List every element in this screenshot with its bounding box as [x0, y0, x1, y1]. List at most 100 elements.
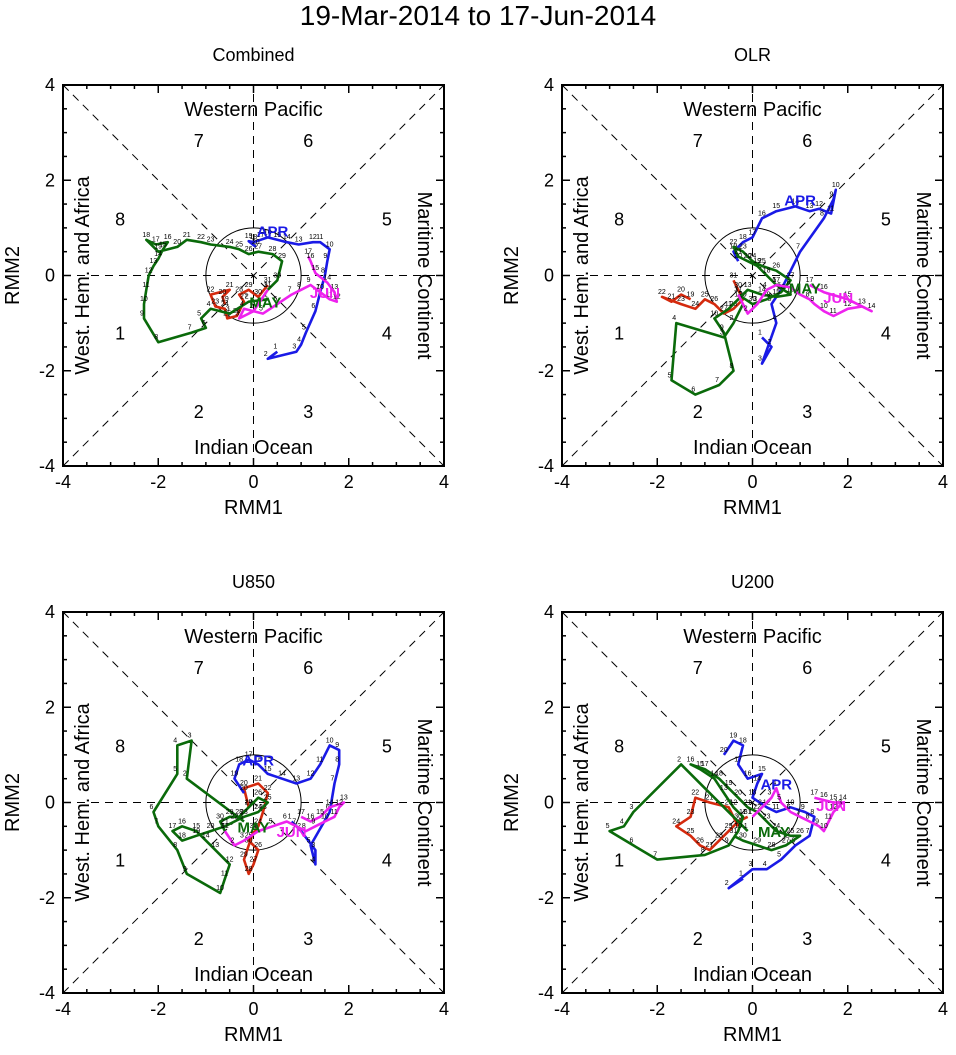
- day-label: 16: [744, 771, 752, 778]
- day-label: 16: [820, 792, 828, 799]
- day-label: 12: [226, 856, 234, 863]
- day-label: 4: [772, 780, 776, 787]
- day-label: 12: [815, 201, 823, 208]
- day-label: 5: [772, 277, 776, 284]
- day-label: 29: [245, 282, 253, 289]
- day-label: 1: [273, 344, 277, 351]
- y-axis-title: RMM2: [501, 773, 523, 832]
- day-label: 5: [173, 766, 177, 773]
- x-tick-label: 0: [747, 999, 757, 1019]
- region-label-right: Maritime Continent: [413, 192, 435, 360]
- day-label: 22: [658, 289, 666, 296]
- day-label: 11: [316, 756, 323, 763]
- day-label: 8: [810, 809, 814, 816]
- y-tick-label: 4: [544, 602, 554, 622]
- day-label: 15: [273, 232, 281, 239]
- day-label: 17: [169, 823, 177, 830]
- day-label: 16: [307, 253, 315, 260]
- day-label: 16: [307, 814, 315, 821]
- y-tick-label: -4: [39, 456, 55, 476]
- day-label: 31: [264, 277, 272, 284]
- day-label: 7: [806, 828, 810, 835]
- day-label: 4: [620, 818, 624, 825]
- day-label: 6: [149, 804, 153, 811]
- day-label: 11: [829, 308, 836, 315]
- phase-number: 6: [303, 658, 313, 678]
- day-label: 3: [188, 733, 192, 740]
- day-label: 15: [772, 289, 780, 296]
- day-label: 2: [245, 294, 249, 301]
- day-label: 5: [197, 310, 201, 317]
- x-axis-title: RMM1: [224, 497, 283, 519]
- phase-number: 3: [802, 402, 812, 422]
- day-label: 3: [629, 804, 633, 811]
- day-label: 3: [758, 356, 762, 363]
- day-label: 18: [142, 232, 150, 239]
- day-label: 10: [734, 823, 742, 830]
- day-label: 19: [725, 780, 733, 787]
- month-label-apr: APR: [784, 192, 816, 209]
- day-label: 13: [211, 842, 219, 849]
- day-label: 13: [330, 284, 338, 291]
- phase-number: 2: [693, 929, 703, 949]
- day-label: 4: [772, 315, 776, 322]
- day-label: 31: [729, 828, 737, 835]
- day-label: 4: [173, 737, 177, 744]
- day-label: 20: [734, 790, 742, 797]
- y-tick-label: 0: [45, 793, 55, 813]
- region-label-left: West. Hem. and Africa: [571, 702, 593, 901]
- day-label: 20: [252, 239, 260, 246]
- day-label: 29: [240, 852, 248, 859]
- day-label: 9: [720, 325, 724, 332]
- y-axis-title: RMM2: [2, 773, 24, 832]
- day-label: 30: [734, 814, 742, 821]
- figure-title: 19-Mar-2014 to 17-Jun-2014: [299, 0, 657, 31]
- day-label: 9: [140, 310, 144, 317]
- day-label: 9: [335, 742, 339, 749]
- day-label: 13: [744, 282, 752, 289]
- day-label: 13: [149, 258, 157, 265]
- day-label: 5: [259, 306, 263, 313]
- day-label: 16: [687, 756, 695, 763]
- day-label: 27: [720, 306, 728, 313]
- day-label: 29: [725, 823, 733, 830]
- day-label: 1: [749, 809, 753, 816]
- phase-number: 6: [303, 131, 313, 151]
- day-label: 17: [152, 237, 160, 244]
- day-label: 22: [197, 234, 205, 241]
- region-label-bottom: Indian Ocean: [693, 437, 812, 459]
- day-label: 20: [207, 823, 215, 830]
- series-line-apr: [722, 739, 816, 890]
- day-label: 12: [145, 268, 153, 275]
- day-label: 5: [777, 795, 781, 802]
- day-label: 24: [749, 253, 757, 260]
- day-label: 18: [739, 234, 747, 241]
- day-label: 15: [264, 766, 272, 773]
- x-tick-label: -4: [554, 472, 570, 492]
- day-label: 2: [230, 837, 234, 844]
- day-label: 15: [829, 795, 837, 802]
- day-label: 6: [311, 303, 315, 310]
- day-label: 3: [311, 842, 315, 849]
- day-label: 5: [768, 296, 772, 303]
- day-label: 13: [749, 790, 757, 797]
- day-label: 14: [326, 799, 334, 806]
- day-label: 26: [245, 246, 253, 253]
- day-label: 26: [254, 842, 262, 849]
- day-label: 21: [668, 294, 676, 301]
- day-label: 8: [701, 847, 705, 854]
- day-label: 16: [254, 756, 262, 763]
- day-label: 31: [729, 272, 737, 279]
- region-label-bottom: Indian Ocean: [693, 964, 812, 986]
- day-label: 19: [221, 296, 229, 303]
- y-tick-label: -4: [538, 456, 554, 476]
- day-label: 19: [753, 258, 761, 265]
- y-tick-label: -2: [538, 888, 554, 908]
- day-label: 10: [326, 241, 334, 248]
- day-label: 30: [273, 272, 281, 279]
- day-label: 4: [763, 282, 767, 289]
- x-tick-label: 0: [747, 472, 757, 492]
- day-label: 18: [763, 268, 771, 275]
- day-label: 18: [739, 737, 747, 744]
